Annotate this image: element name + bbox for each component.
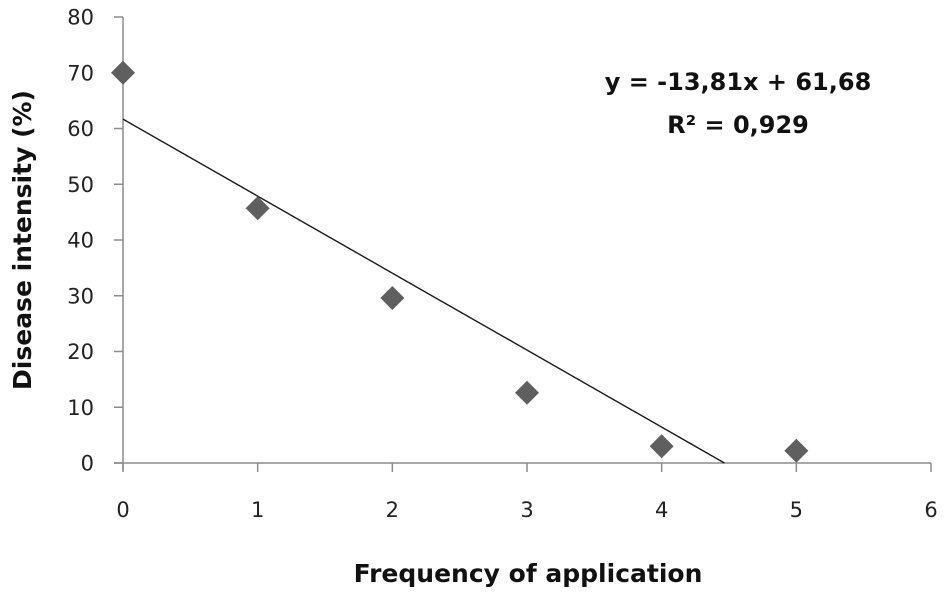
y-axis: 0 10 20 30 40 50 60 70 80 bbox=[67, 6, 124, 476]
x-axis-title: Frequency of application bbox=[354, 559, 703, 588]
data-point-diamond bbox=[111, 60, 135, 85]
data-point-diamond bbox=[380, 285, 405, 310]
x-tick-label: 3 bbox=[520, 498, 533, 522]
y-tick-label: 0 bbox=[81, 452, 94, 476]
y-tick-label: 10 bbox=[67, 396, 94, 420]
data-point-diamond bbox=[245, 196, 270, 221]
x-tick-label: 5 bbox=[790, 498, 803, 522]
y-tick-label: 20 bbox=[67, 340, 94, 364]
trendline-equation: y = -13,81x + 61,68 bbox=[605, 68, 872, 96]
x-tick-label: 1 bbox=[251, 498, 264, 522]
y-tick-label: 60 bbox=[67, 117, 94, 141]
y-axis-title: Disease intensity (%) bbox=[8, 90, 37, 390]
x-tick-label: 6 bbox=[924, 498, 937, 522]
x-tick-label: 4 bbox=[655, 498, 668, 522]
y-tick-label: 50 bbox=[67, 173, 94, 197]
x-tick-label: 2 bbox=[386, 498, 399, 522]
trendline bbox=[122, 118, 725, 464]
x-tick-label: 0 bbox=[116, 498, 129, 522]
data-points bbox=[111, 60, 809, 463]
y-tick-label: 40 bbox=[67, 229, 94, 253]
y-tick-label: 70 bbox=[67, 61, 94, 85]
y-tick-label: 30 bbox=[67, 284, 94, 308]
x-axis: 0 1 2 3 4 5 6 bbox=[114, 462, 938, 522]
r-squared-label: R² = 0,929 bbox=[667, 111, 809, 139]
data-point-diamond bbox=[649, 434, 674, 459]
data-point-diamond bbox=[515, 380, 539, 405]
y-tick-label: 80 bbox=[67, 6, 94, 30]
data-point-diamond bbox=[784, 438, 809, 463]
